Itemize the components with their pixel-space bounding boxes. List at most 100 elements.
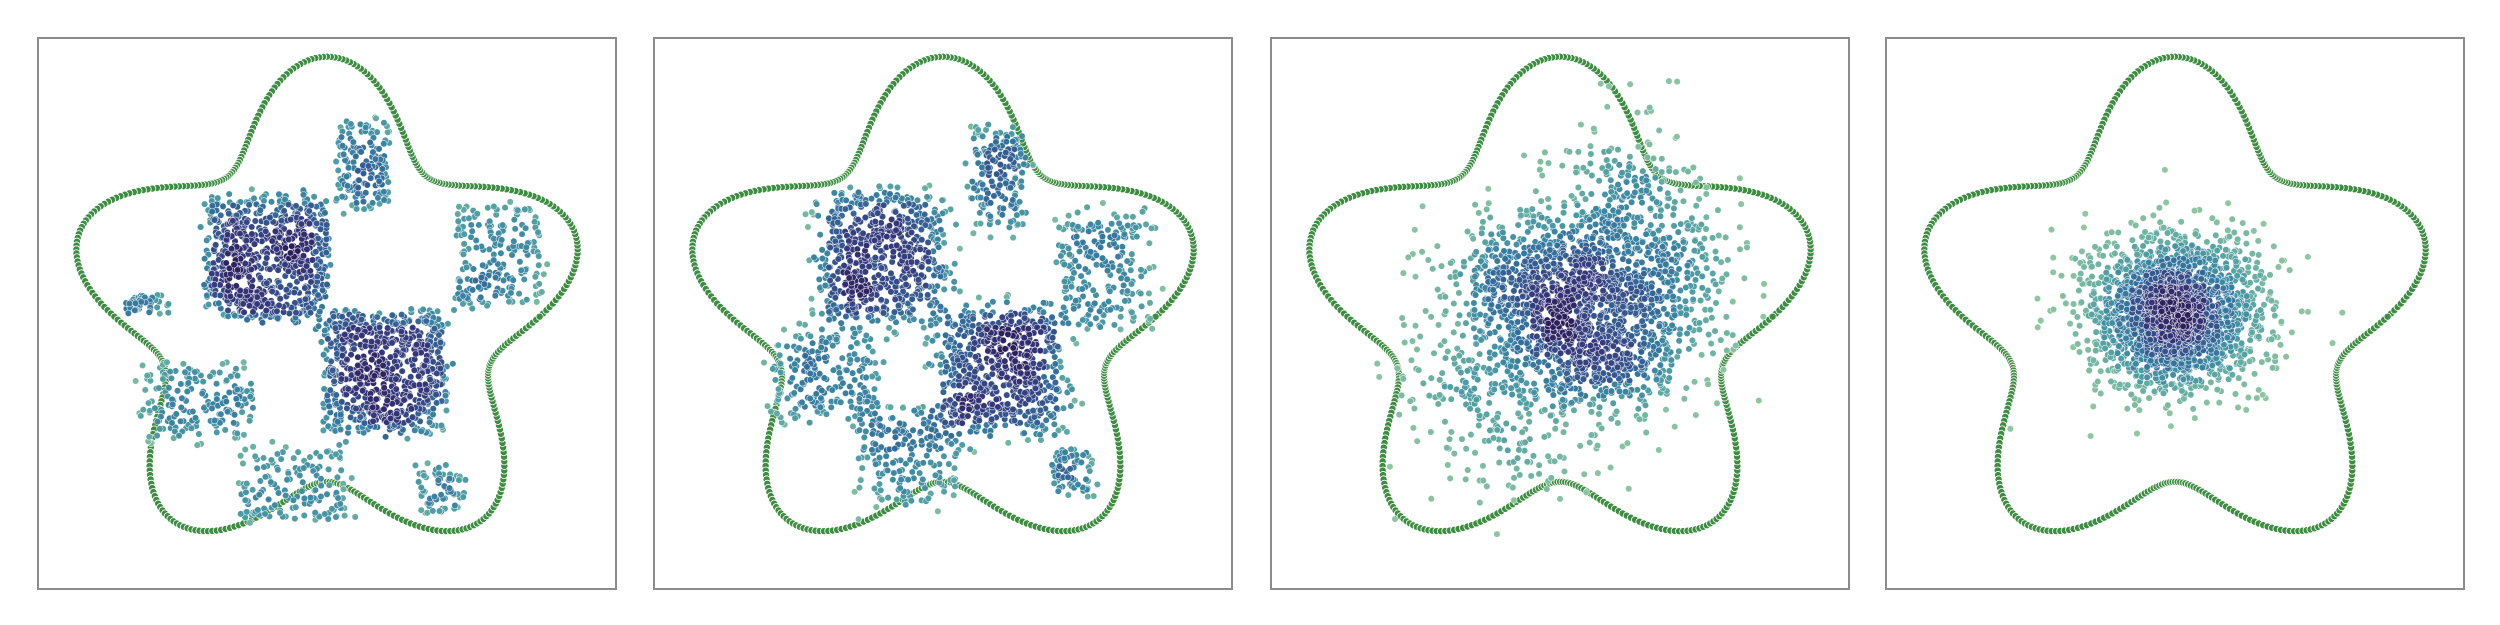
- sample-point: [216, 291, 224, 300]
- sample-point: [1050, 479, 1058, 487]
- sample-point: [868, 421, 876, 429]
- sample-point: [292, 202, 300, 210]
- sample-point: [1133, 232, 1141, 241]
- sample-point: [822, 338, 830, 346]
- sample-point: [806, 419, 814, 427]
- sample-point: [950, 464, 959, 472]
- sample-point: [143, 371, 151, 380]
- sample-point: [433, 399, 441, 407]
- sample-point: [359, 387, 367, 395]
- sample-point: [966, 428, 974, 436]
- sample-point: [991, 145, 999, 154]
- sample-point: [873, 305, 881, 313]
- sample-point: [203, 236, 211, 244]
- sample-point: [243, 508, 251, 516]
- sample-point: [831, 285, 839, 293]
- sample-point: [1145, 289, 1153, 298]
- sample-point: [300, 511, 308, 520]
- sample-point: [460, 240, 468, 248]
- sample-point: [1055, 462, 1064, 470]
- sample-point: [1006, 184, 1015, 192]
- sample-point: [1039, 308, 1047, 316]
- sample-point: [861, 213, 869, 222]
- sample-point: [1078, 400, 1086, 408]
- sample-point: [875, 480, 884, 488]
- sample-point: [124, 309, 132, 317]
- sample-point: [871, 440, 879, 448]
- sample-point: [201, 255, 209, 263]
- sample-point: [296, 471, 304, 479]
- sample-point: [224, 282, 232, 290]
- sample-point: [1009, 196, 1017, 204]
- sample-point: [199, 378, 207, 386]
- sample-point: [308, 238, 316, 246]
- sample-point: [166, 368, 174, 376]
- sample-point: [341, 320, 350, 328]
- sample-point: [164, 300, 172, 308]
- sample-point: [343, 404, 351, 412]
- sample-point: [253, 293, 261, 301]
- sample-point: [354, 369, 362, 377]
- sample-point: [859, 229, 867, 237]
- sample-point: [1091, 299, 1099, 307]
- sample-point: [224, 249, 232, 258]
- sample-point: [825, 308, 833, 316]
- sample-point: [424, 459, 432, 467]
- sample-point: [891, 295, 899, 303]
- sample-point: [826, 244, 834, 252]
- sample-point: [806, 332, 814, 340]
- sample-point: [861, 268, 869, 276]
- sample-point: [1079, 316, 1087, 324]
- sample-point: [992, 138, 1000, 146]
- sample-point: [1054, 426, 1063, 435]
- sample-point: [323, 448, 331, 456]
- sample-point: [208, 202, 216, 210]
- sample-point: [343, 182, 352, 190]
- sample-point: [409, 324, 417, 332]
- sample-point: [208, 270, 216, 278]
- sample-point: [287, 215, 295, 224]
- sample-point: [323, 490, 331, 498]
- sample-point: [970, 184, 978, 192]
- sample-point: [301, 284, 309, 292]
- sample-point: [215, 299, 223, 307]
- sample-point: [978, 364, 986, 372]
- sample-point: [256, 206, 264, 214]
- sample-point: [1077, 272, 1085, 280]
- sample-point: [212, 380, 221, 388]
- sample-point: [430, 492, 439, 501]
- sample-point: [1010, 416, 1019, 425]
- sample-point: [877, 296, 885, 304]
- sample-point: [419, 305, 427, 314]
- sample-point: [837, 319, 845, 327]
- sample-point: [944, 319, 952, 328]
- sample-point: [906, 456, 914, 464]
- sample-point: [380, 196, 388, 204]
- sample-point: [354, 361, 362, 369]
- sample-point: [788, 374, 796, 382]
- sample-point: [1052, 386, 1061, 394]
- sample-point: [883, 335, 891, 343]
- sample-point: [1052, 258, 1060, 266]
- sample-point: [283, 476, 291, 484]
- sample-point: [890, 308, 899, 316]
- sample-point: [1036, 360, 1044, 368]
- sample-point: [842, 196, 850, 204]
- sample-point: [274, 314, 282, 322]
- sample-point: [200, 281, 208, 289]
- sample-point: [265, 495, 273, 504]
- sample-point: [916, 428, 925, 436]
- sample-point: [242, 488, 250, 496]
- sample-point: [902, 501, 910, 509]
- sample-point: [988, 177, 996, 186]
- sample-point: [1124, 221, 1132, 230]
- sample-point: [1020, 429, 1028, 437]
- sample-point: [929, 309, 937, 317]
- sample-point: [922, 282, 930, 290]
- sample-point: [832, 306, 840, 314]
- sample-point: [804, 223, 812, 231]
- sample-point: [213, 428, 221, 436]
- sample-points: [122, 113, 551, 527]
- sample-point: [273, 245, 281, 253]
- sample-point: [907, 445, 915, 453]
